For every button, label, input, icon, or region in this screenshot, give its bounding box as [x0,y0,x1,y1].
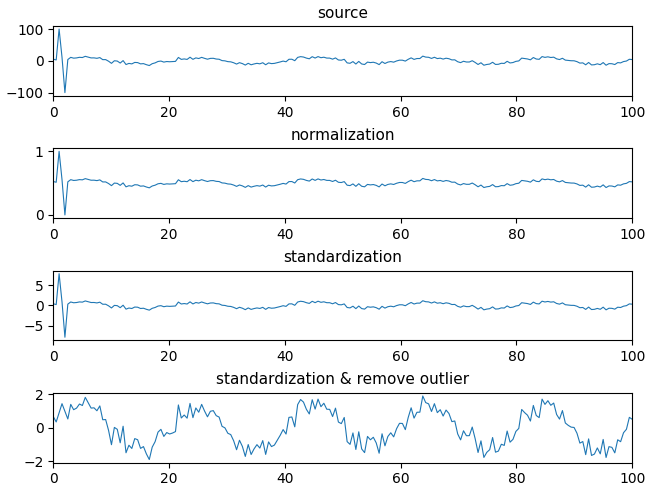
Title: normalization: normalization [290,128,395,143]
Title: standardization & remove outlier: standardization & remove outlier [216,372,469,388]
Title: standardization: standardization [283,250,402,265]
Title: source: source [317,5,368,21]
